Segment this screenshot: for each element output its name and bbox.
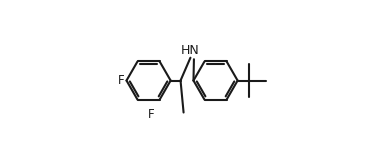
Text: HN: HN	[181, 44, 200, 57]
Text: F: F	[147, 108, 154, 121]
Text: F: F	[118, 74, 125, 87]
